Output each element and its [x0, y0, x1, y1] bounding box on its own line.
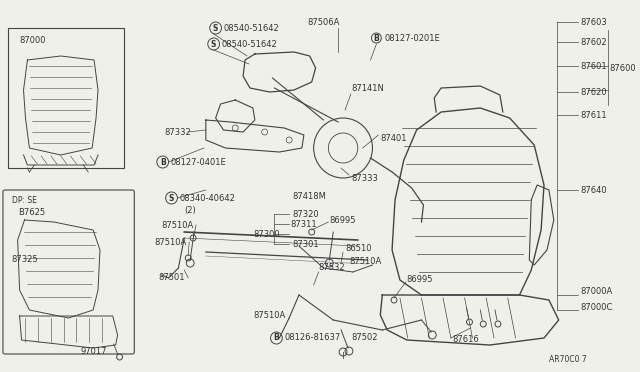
Text: 87000: 87000	[20, 35, 46, 45]
Text: 87301: 87301	[292, 240, 319, 248]
Text: 87141N: 87141N	[351, 83, 384, 93]
Text: (2): (2)	[184, 205, 196, 215]
Text: 08540-51642: 08540-51642	[223, 23, 279, 32]
Bar	[8, 28, 124, 168]
Text: AR70C0 7: AR70C0 7	[549, 356, 587, 365]
Text: 87401: 87401	[380, 134, 407, 142]
Text: 08540-51642: 08540-51642	[221, 39, 277, 48]
Text: 87311: 87311	[290, 219, 317, 228]
Text: B7625: B7625	[18, 208, 45, 217]
Text: 08127-0401E: 08127-0401E	[170, 157, 227, 167]
Text: S: S	[211, 39, 216, 48]
Text: 86995: 86995	[330, 215, 356, 224]
Text: 97017: 97017	[81, 347, 107, 356]
Text: 87501: 87501	[159, 273, 186, 282]
Text: 87000C: 87000C	[580, 304, 612, 312]
Text: 87510A: 87510A	[349, 257, 381, 266]
Text: 87300: 87300	[253, 230, 280, 238]
Text: 87601: 87601	[580, 61, 607, 71]
Text: 87532: 87532	[319, 263, 345, 273]
Text: 87602: 87602	[580, 38, 607, 46]
Text: 87620: 87620	[580, 87, 607, 96]
Text: 87325: 87325	[12, 256, 38, 264]
Text: 87603: 87603	[580, 17, 607, 26]
Text: 87418M: 87418M	[292, 192, 326, 201]
Text: 87332: 87332	[164, 128, 191, 137]
Text: 08340-40642: 08340-40642	[179, 193, 236, 202]
Text: 87640: 87640	[580, 186, 607, 195]
Text: 08126-81637: 08126-81637	[284, 334, 340, 343]
Text: 87611: 87611	[580, 110, 607, 119]
Text: B: B	[160, 157, 166, 167]
Text: 87616: 87616	[453, 336, 479, 344]
Text: S: S	[169, 193, 174, 202]
Text: 87510A: 87510A	[162, 221, 194, 230]
Text: 87502: 87502	[351, 334, 378, 343]
Text: DP: SE: DP: SE	[12, 196, 36, 205]
Text: 87000A: 87000A	[580, 288, 612, 296]
Text: B: B	[374, 33, 380, 42]
Text: 87320: 87320	[292, 209, 319, 218]
Text: 86510: 86510	[345, 244, 372, 253]
Text: 87510A: 87510A	[155, 237, 187, 247]
Text: S: S	[213, 23, 218, 32]
Text: 87510A: 87510A	[253, 311, 285, 320]
Text: B: B	[273, 334, 279, 343]
Text: 87333: 87333	[351, 173, 378, 183]
Text: 87506A: 87506A	[307, 17, 340, 26]
Text: 08127-0201E: 08127-0201E	[384, 33, 440, 42]
Text: 87600: 87600	[610, 64, 636, 73]
Text: 86995: 86995	[407, 276, 433, 285]
